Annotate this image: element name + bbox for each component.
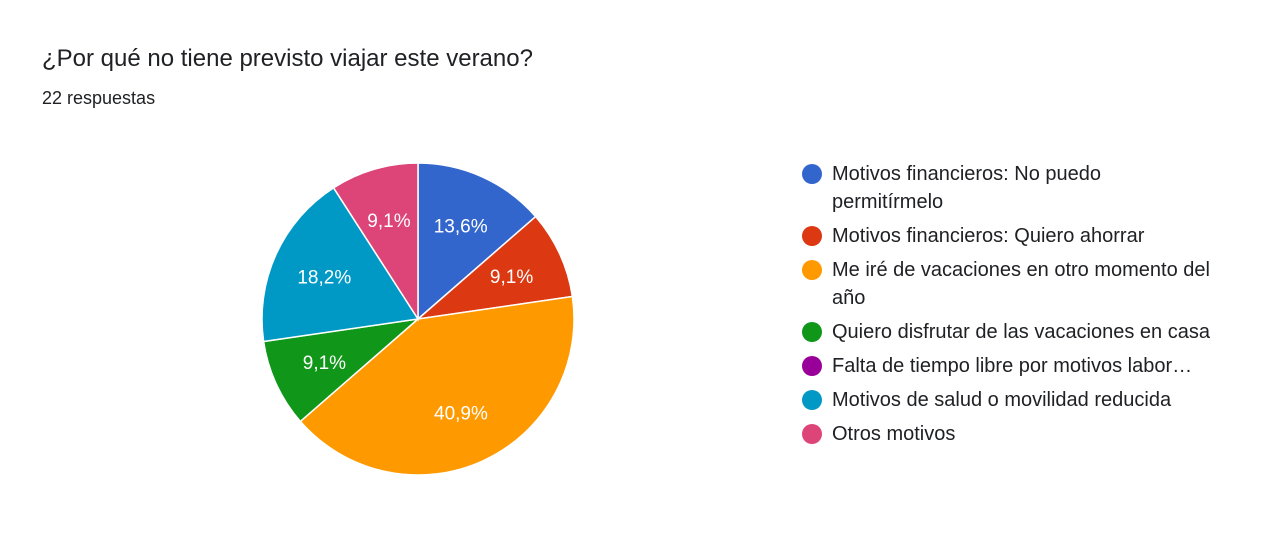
- slice-percent-label: 9,1%: [303, 353, 346, 374]
- legend-item[interactable]: Otros motivos: [802, 420, 1222, 448]
- chart-title: ¿Por qué no tiene previsto viajar este v…: [42, 45, 533, 72]
- legend-color-dot: [802, 390, 822, 410]
- legend-label: Falta de tiempo libre por motivos labor…: [832, 355, 1193, 377]
- pie-slice[interactable]: [299, 295, 575, 476]
- pie-slice[interactable]: [261, 186, 420, 343]
- legend-color-dot: [802, 356, 822, 376]
- chart-legend: Motivos financieros: No puedo permitírme…: [802, 160, 1222, 454]
- legend-label: Motivos financieros: Quiero ahorrar: [832, 225, 1145, 247]
- legend-color-dot: [802, 322, 822, 342]
- legend-item[interactable]: Motivos financieros: No puedo permitírme…: [802, 160, 1222, 216]
- legend-color-dot: [802, 260, 822, 280]
- pie-slice[interactable]: [332, 162, 419, 322]
- legend-label: Motivos de salud o movilidad reducida: [832, 389, 1172, 411]
- legend-label: Me iré de vacaciones en otro momento del…: [832, 259, 1210, 309]
- pie-slice[interactable]: [262, 317, 421, 423]
- pie-slice[interactable]: [415, 215, 574, 321]
- legend-label: Quiero disfrutar de las vacaciones en ca…: [832, 321, 1210, 343]
- slice-percent-label: 9,1%: [490, 267, 533, 288]
- legend-item[interactable]: Motivos financieros: Quiero ahorrar: [802, 222, 1222, 250]
- pie-chart-area: 13,6% 9,1% 40,9% 9,1% 18,2% 9,1%: [261, 162, 575, 476]
- legend-label: Motivos financieros: No puedo permitírme…: [832, 163, 1102, 213]
- legend-color-dot: [802, 164, 822, 184]
- response-count: 22 respuestas: [42, 88, 156, 108]
- legend-color-dot: [802, 226, 822, 246]
- legend-item[interactable]: Falta de tiempo libre por motivos labor…: [802, 352, 1222, 380]
- pie-slice[interactable]: [417, 162, 537, 321]
- legend-label: Otros motivos: [832, 423, 956, 445]
- legend-item[interactable]: Me iré de vacaciones en otro momento del…: [802, 256, 1222, 312]
- slice-percent-label: 18,2%: [297, 267, 351, 288]
- legend-color-dot: [802, 424, 822, 444]
- pie-chart: 13,6% 9,1% 40,9% 9,1% 18,2% 9,1%: [261, 162, 575, 476]
- legend-item[interactable]: Quiero disfrutar de las vacaciones en ca…: [802, 318, 1222, 346]
- slice-percent-label: 40,9%: [434, 404, 488, 425]
- legend-item[interactable]: Motivos de salud o movilidad reducida: [802, 386, 1222, 414]
- slice-percent-label: 13,6%: [434, 216, 488, 237]
- slice-percent-label: 9,1%: [367, 211, 410, 232]
